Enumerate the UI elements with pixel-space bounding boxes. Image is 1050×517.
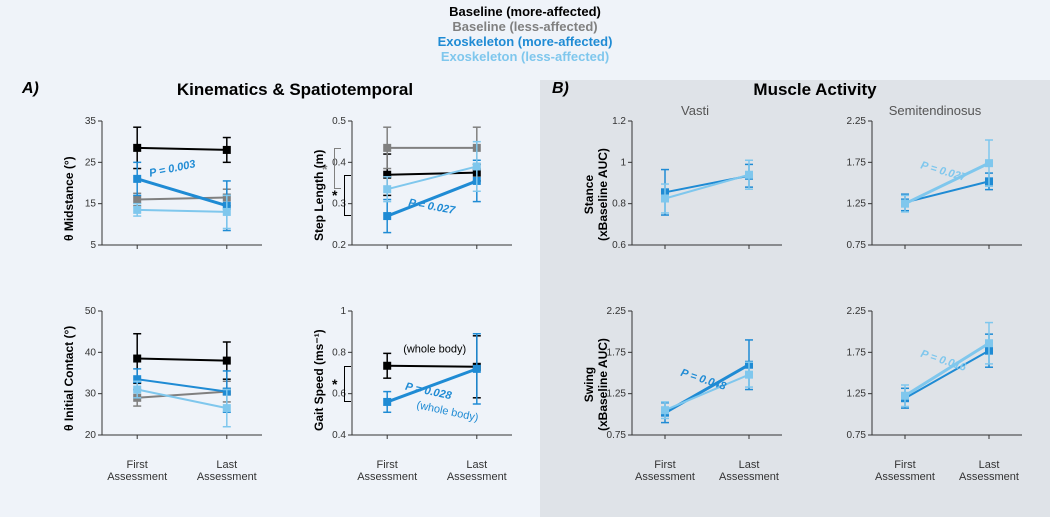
svg-text:P = 0.028: P = 0.028 bbox=[404, 381, 453, 403]
xlabel-last: LastAssessment bbox=[182, 459, 272, 483]
svg-text:0.5: 0.5 bbox=[332, 116, 346, 127]
svg-text:1.25: 1.25 bbox=[847, 199, 867, 210]
svg-text:0.8: 0.8 bbox=[332, 347, 346, 358]
panel-a-label: A) bbox=[22, 80, 39, 98]
subplot-initialcontact: 20304050θ Initial Contact (°) bbox=[70, 305, 270, 455]
svg-text:0.2: 0.2 bbox=[332, 240, 346, 251]
legend-item: Exoskeleton (less-affected) bbox=[0, 49, 1050, 64]
xlabel-last: LastAssessment bbox=[704, 459, 794, 483]
svg-text:P = 0.027: P = 0.027 bbox=[407, 197, 456, 217]
svg-text:1.75: 1.75 bbox=[847, 157, 867, 168]
svg-text:0.75: 0.75 bbox=[607, 430, 627, 441]
svg-text:1.25: 1.25 bbox=[847, 389, 867, 400]
svg-text:20: 20 bbox=[85, 430, 97, 441]
subplot-vasti_swing: 0.751.251.752.25P = 0.048Swing(xBaseline… bbox=[600, 305, 790, 455]
svg-text:0.4: 0.4 bbox=[332, 430, 346, 441]
panel-a-title: Kinematics & Spatiotemporal bbox=[70, 80, 520, 100]
svg-text:0.75: 0.75 bbox=[847, 430, 867, 441]
legend-item: Baseline (less-affected) bbox=[0, 19, 1050, 34]
svg-text:25: 25 bbox=[85, 157, 97, 168]
svg-text:1: 1 bbox=[340, 306, 346, 317]
xlabel-last: LastAssessment bbox=[432, 459, 522, 483]
subplot-midstance: 5152535P = 0.003θ Midstance (°) bbox=[70, 115, 270, 265]
svg-text:0.8: 0.8 bbox=[612, 199, 626, 210]
ylabel: Swing(xBaseline AUC) bbox=[582, 338, 610, 431]
svg-text:(whole body): (whole body) bbox=[403, 343, 466, 355]
svg-text:P = 0.003: P = 0.003 bbox=[148, 158, 196, 180]
xlabel-last: LastAssessment bbox=[944, 459, 1034, 483]
svg-text:50: 50 bbox=[85, 306, 97, 317]
svg-text:P = 0.027: P = 0.027 bbox=[919, 159, 968, 184]
subplot-semi_swing: 0.751.251.752.25P = 0.016 bbox=[840, 305, 1030, 455]
svg-text:1.75: 1.75 bbox=[847, 347, 867, 358]
svg-text:(whole body): (whole body) bbox=[415, 399, 479, 424]
subplot-vasti_stance: 0.60.811.2Stance(xBaseline AUC) bbox=[600, 115, 790, 265]
subplot-semi_stance: 0.75 1.25 1.75 2.25 P = 0.027 bbox=[840, 115, 1030, 265]
figure: { "canvas": { "width": 1050, "height": 5… bbox=[0, 0, 1050, 517]
svg-text:40: 40 bbox=[85, 347, 97, 358]
svg-text:0.6: 0.6 bbox=[612, 240, 626, 251]
legend: Baseline (more-affected)Baseline (less-a… bbox=[0, 4, 1050, 64]
panel-b-title: Muscle Activity bbox=[600, 80, 1030, 100]
ylabel: θ Initial Contact (°) bbox=[62, 326, 76, 431]
legend-item: Exoskeleton (more-affected) bbox=[0, 34, 1050, 49]
xlabel-first: FirstAssessment bbox=[620, 459, 710, 483]
xlabel-first: FirstAssessment bbox=[860, 459, 950, 483]
ylabel: Step Length (m) bbox=[312, 150, 326, 241]
svg-text:35: 35 bbox=[85, 116, 97, 127]
ylabel: Gait Speed (ms⁻¹) bbox=[312, 329, 326, 431]
svg-text:1.2: 1.2 bbox=[612, 116, 626, 127]
subplot-gaitspeed: 0.40.60.81(whole body)P = 0.028(whole bo… bbox=[320, 305, 520, 455]
svg-text:2.25: 2.25 bbox=[847, 116, 867, 127]
svg-text:5: 5 bbox=[90, 240, 96, 251]
svg-text:30: 30 bbox=[85, 389, 97, 400]
subplot-steplength: 0.20.30.40.5P = 0.027**Step Length (m) bbox=[320, 115, 520, 265]
svg-text:1: 1 bbox=[620, 157, 626, 168]
legend-item: Baseline (more-affected) bbox=[0, 4, 1050, 19]
svg-text:15: 15 bbox=[85, 199, 97, 210]
ylabel: θ Midstance (°) bbox=[62, 156, 76, 241]
xlabel-first: FirstAssessment bbox=[342, 459, 432, 483]
svg-text:2.25: 2.25 bbox=[607, 306, 627, 317]
xlabel-first: FirstAssessment bbox=[92, 459, 182, 483]
svg-text:0.75: 0.75 bbox=[847, 240, 867, 251]
svg-text:2.25: 2.25 bbox=[847, 306, 867, 317]
ylabel: Stance(xBaseline AUC) bbox=[582, 148, 610, 241]
panel-b-label: B) bbox=[552, 80, 569, 98]
